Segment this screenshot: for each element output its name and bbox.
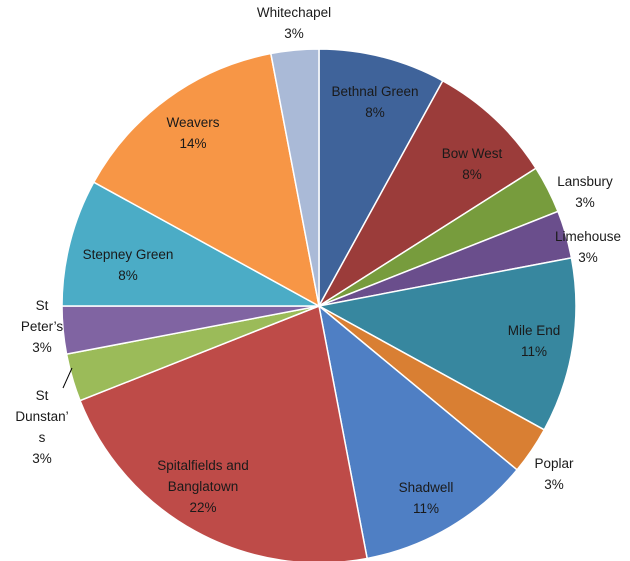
pie-slice-whitechapel	[269, 48, 320, 307]
pie-slices	[61, 48, 577, 561]
slice-label-shadwell: Shadwell	[399, 480, 454, 495]
slice-label-bethnal-green: Bethnal Green	[331, 84, 418, 99]
slice-label-weavers: Weavers	[166, 115, 219, 130]
st-dunstans-leader-line	[62, 367, 73, 389]
slice-value-stepney-green: 8%	[118, 268, 138, 283]
slice-value-poplar: 3%	[544, 477, 564, 492]
slice-value-shadwell: 11%	[413, 501, 439, 516]
slice-label-stepney-green: Stepney Green	[83, 247, 174, 262]
slice-value-st-peter-s: 3%	[32, 340, 52, 355]
pie-slice-weavers	[92, 52, 321, 308]
pie-slice-spitalfields-and-banglatown	[79, 304, 369, 561]
slice-label-mile-end: Mile End	[508, 323, 561, 338]
slice-value-lansbury: 3%	[575, 195, 595, 210]
slice-value-mile-end: 11%	[521, 344, 547, 359]
slice-value-limehouse: 3%	[578, 250, 598, 265]
slice-label-spitalfields-and-banglatown: Spitalfields and Banglatown	[157, 458, 249, 494]
slice-label-poplar: Poplar	[534, 456, 574, 471]
slice-value-bethnal-green: 8%	[365, 105, 385, 120]
slice-value-whitechapel: 3%	[284, 26, 304, 41]
slice-value-st-dunstan-s: 3%	[32, 451, 52, 466]
slice-label-limehouse: Limehouse	[555, 229, 621, 244]
slice-label-whitechapel: Whitechapel	[257, 5, 331, 20]
slice-labels: Bethnal Green 8% Bow West 8% Lansbury 3% Limeh…	[15, 5, 621, 516]
slice-value-weavers: 14%	[179, 136, 206, 151]
slice-label-st-peter-s: St Peter’s	[21, 298, 64, 334]
pie-slice-stepney-green	[61, 181, 320, 307]
pie-slice-bethnal-green	[318, 48, 444, 307]
pie-slice-mile-end	[316, 256, 577, 431]
pie-slice-bow-west	[318, 79, 538, 307]
slice-label-bow-west: Bow West	[442, 146, 503, 161]
slice-label-lansbury: Lansbury	[557, 174, 613, 189]
slice-label-st-dunstan-s: St Dunstan’ s	[15, 388, 68, 445]
pie-slice-shadwell	[317, 304, 519, 560]
slice-value-spitalfields-and-banglatown: 22%	[189, 500, 216, 515]
slice-value-bow-west: 8%	[462, 167, 482, 182]
